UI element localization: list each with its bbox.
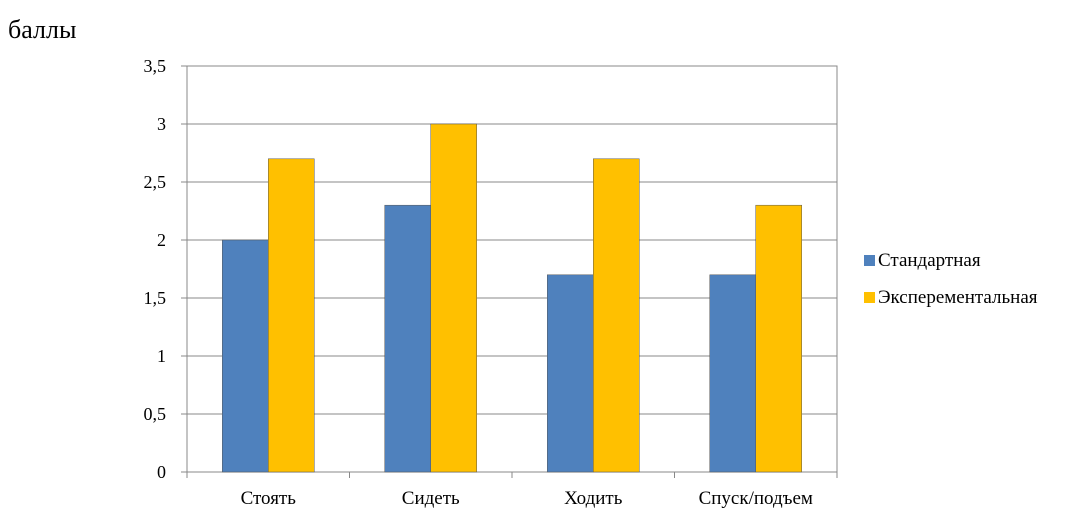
x-category-label: Стоять (241, 488, 297, 508)
y-tick-label: 1 (157, 346, 166, 366)
legend-label: Эксперементальная (878, 287, 1038, 308)
bar-series2 (593, 158, 640, 473)
y-tick-label: 1,5 (144, 288, 167, 308)
y-tick-label: 2 (157, 230, 166, 250)
y-axis-label: баллы (8, 15, 76, 44)
bar-series1 (547, 274, 594, 473)
x-axis-categories: Стоять Сидеть Ходить Спуск/подъем (186, 472, 838, 508)
legend-label: Стандартная (878, 250, 981, 271)
y-axis-ticks: 0 0,5 1 1,5 2 2,5 3 3,5 (144, 56, 187, 482)
bars (222, 123, 802, 473)
legend-swatch (864, 255, 875, 266)
x-category-label: Сидеть (402, 488, 460, 508)
y-tick-label: 0,5 (144, 404, 167, 424)
y-tick-label: 0 (157, 462, 166, 482)
y-tick-label: 3 (157, 114, 166, 134)
legend-swatch (864, 292, 875, 303)
x-category-label: Ходить (564, 488, 623, 508)
legend: Стандартная Эксперементальная (864, 250, 1038, 308)
bar-series1 (222, 239, 269, 473)
bar-series2 (755, 204, 802, 473)
bar-series2 (268, 158, 315, 473)
x-category-label: Спуск/подъем (699, 488, 813, 508)
y-tick-label: 3,5 (144, 56, 167, 76)
bar-series1 (709, 274, 756, 473)
bar-series2 (430, 123, 477, 473)
bar-series1 (384, 204, 431, 473)
y-tick-label: 2,5 (144, 172, 167, 192)
